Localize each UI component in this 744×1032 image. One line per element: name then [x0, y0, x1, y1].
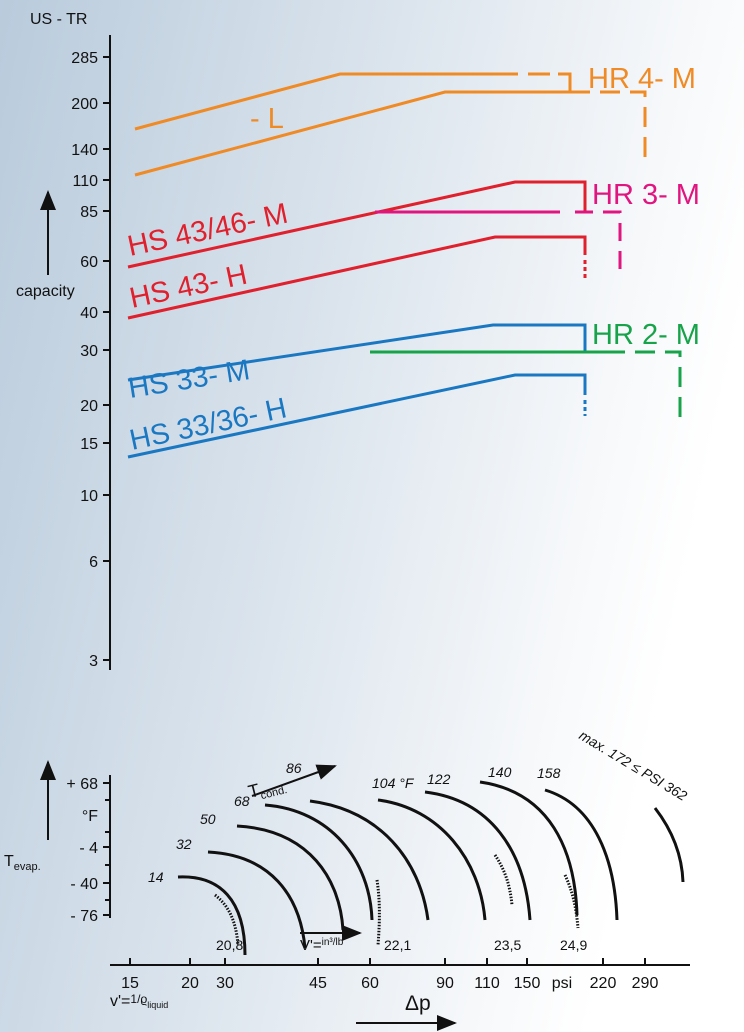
- volume-label: 20,8: [216, 937, 243, 953]
- series-label: HR 2- M: [592, 319, 700, 351]
- series-label: HR 4- M: [588, 63, 696, 95]
- arc-label: 50: [200, 811, 216, 827]
- tick-label: 60: [80, 254, 98, 271]
- tick-label: 85: [80, 204, 98, 221]
- tick-label: 20: [80, 398, 98, 415]
- tick-label: 15: [121, 975, 139, 992]
- tick-label: 150: [514, 975, 541, 992]
- evap-label: Tevap.: [4, 853, 41, 873]
- arc-label: 104 °F: [372, 775, 415, 791]
- tick-label: 220: [590, 975, 617, 992]
- unit-label: US - TR: [30, 11, 87, 28]
- arc-label: 68: [234, 793, 250, 809]
- tick-label: - 40: [70, 876, 98, 893]
- arc-label: 32: [176, 836, 192, 852]
- tick-label: 200: [71, 96, 98, 113]
- tick-label: 290: [632, 975, 659, 992]
- tick-label: + 68: [66, 776, 98, 793]
- volume-label: 24,9: [560, 937, 587, 953]
- arc-label: 14: [148, 869, 164, 885]
- tick-label: 3: [89, 653, 98, 670]
- capacity-axis: US - TR capacity 285 200 140 110 85 60 40 30 20 1…: [16, 11, 111, 670]
- tick-label: - 76: [70, 908, 98, 925]
- tick-label: psi: [552, 975, 572, 992]
- arc-label: 140: [488, 764, 512, 780]
- tick-label: 30: [216, 975, 234, 992]
- arc-label: 158: [537, 765, 561, 781]
- tick-label: 110: [474, 975, 500, 992]
- arcs: [177, 780, 685, 956]
- volume-label: 23,5: [494, 937, 521, 953]
- arc-label: 86: [286, 760, 302, 776]
- ranges: [127, 72, 682, 459]
- tick-label: 6: [89, 554, 98, 571]
- formula: v'=1/ϱliquid: [110, 992, 168, 1010]
- volume-label: 22,1: [384, 937, 411, 953]
- tick-label: 45: [309, 975, 327, 992]
- tick-label: 60: [361, 975, 379, 992]
- volume-unit: V'=in³/lb: [300, 937, 344, 954]
- tick-label: 15: [80, 436, 98, 453]
- tick-label: - 4: [79, 840, 98, 857]
- evap-axis: Tevap. + 68 °F - 4 - 40 - 76: [4, 760, 111, 925]
- arc-label: 122: [427, 771, 451, 787]
- dp-label: Δp: [405, 992, 431, 1015]
- tick-label: °F: [82, 808, 98, 825]
- tick-label: 110: [72, 173, 98, 190]
- tick-label: 30: [80, 343, 98, 360]
- series-label: HR 3- M: [592, 179, 700, 211]
- tick-label: 10: [80, 488, 98, 505]
- series-label: - L: [250, 103, 284, 135]
- tick-label: 40: [80, 305, 98, 322]
- tick-label: 20: [181, 975, 199, 992]
- tick-label: 285: [71, 50, 98, 67]
- tick-label: 90: [436, 975, 454, 992]
- dp-axis: 15 20 30 45 60 90 110 150 psi 220 290 v'=1/ϱliquid…: [110, 958, 690, 1031]
- tick-label: 140: [71, 142, 98, 159]
- axis-label: capacity: [16, 283, 75, 300]
